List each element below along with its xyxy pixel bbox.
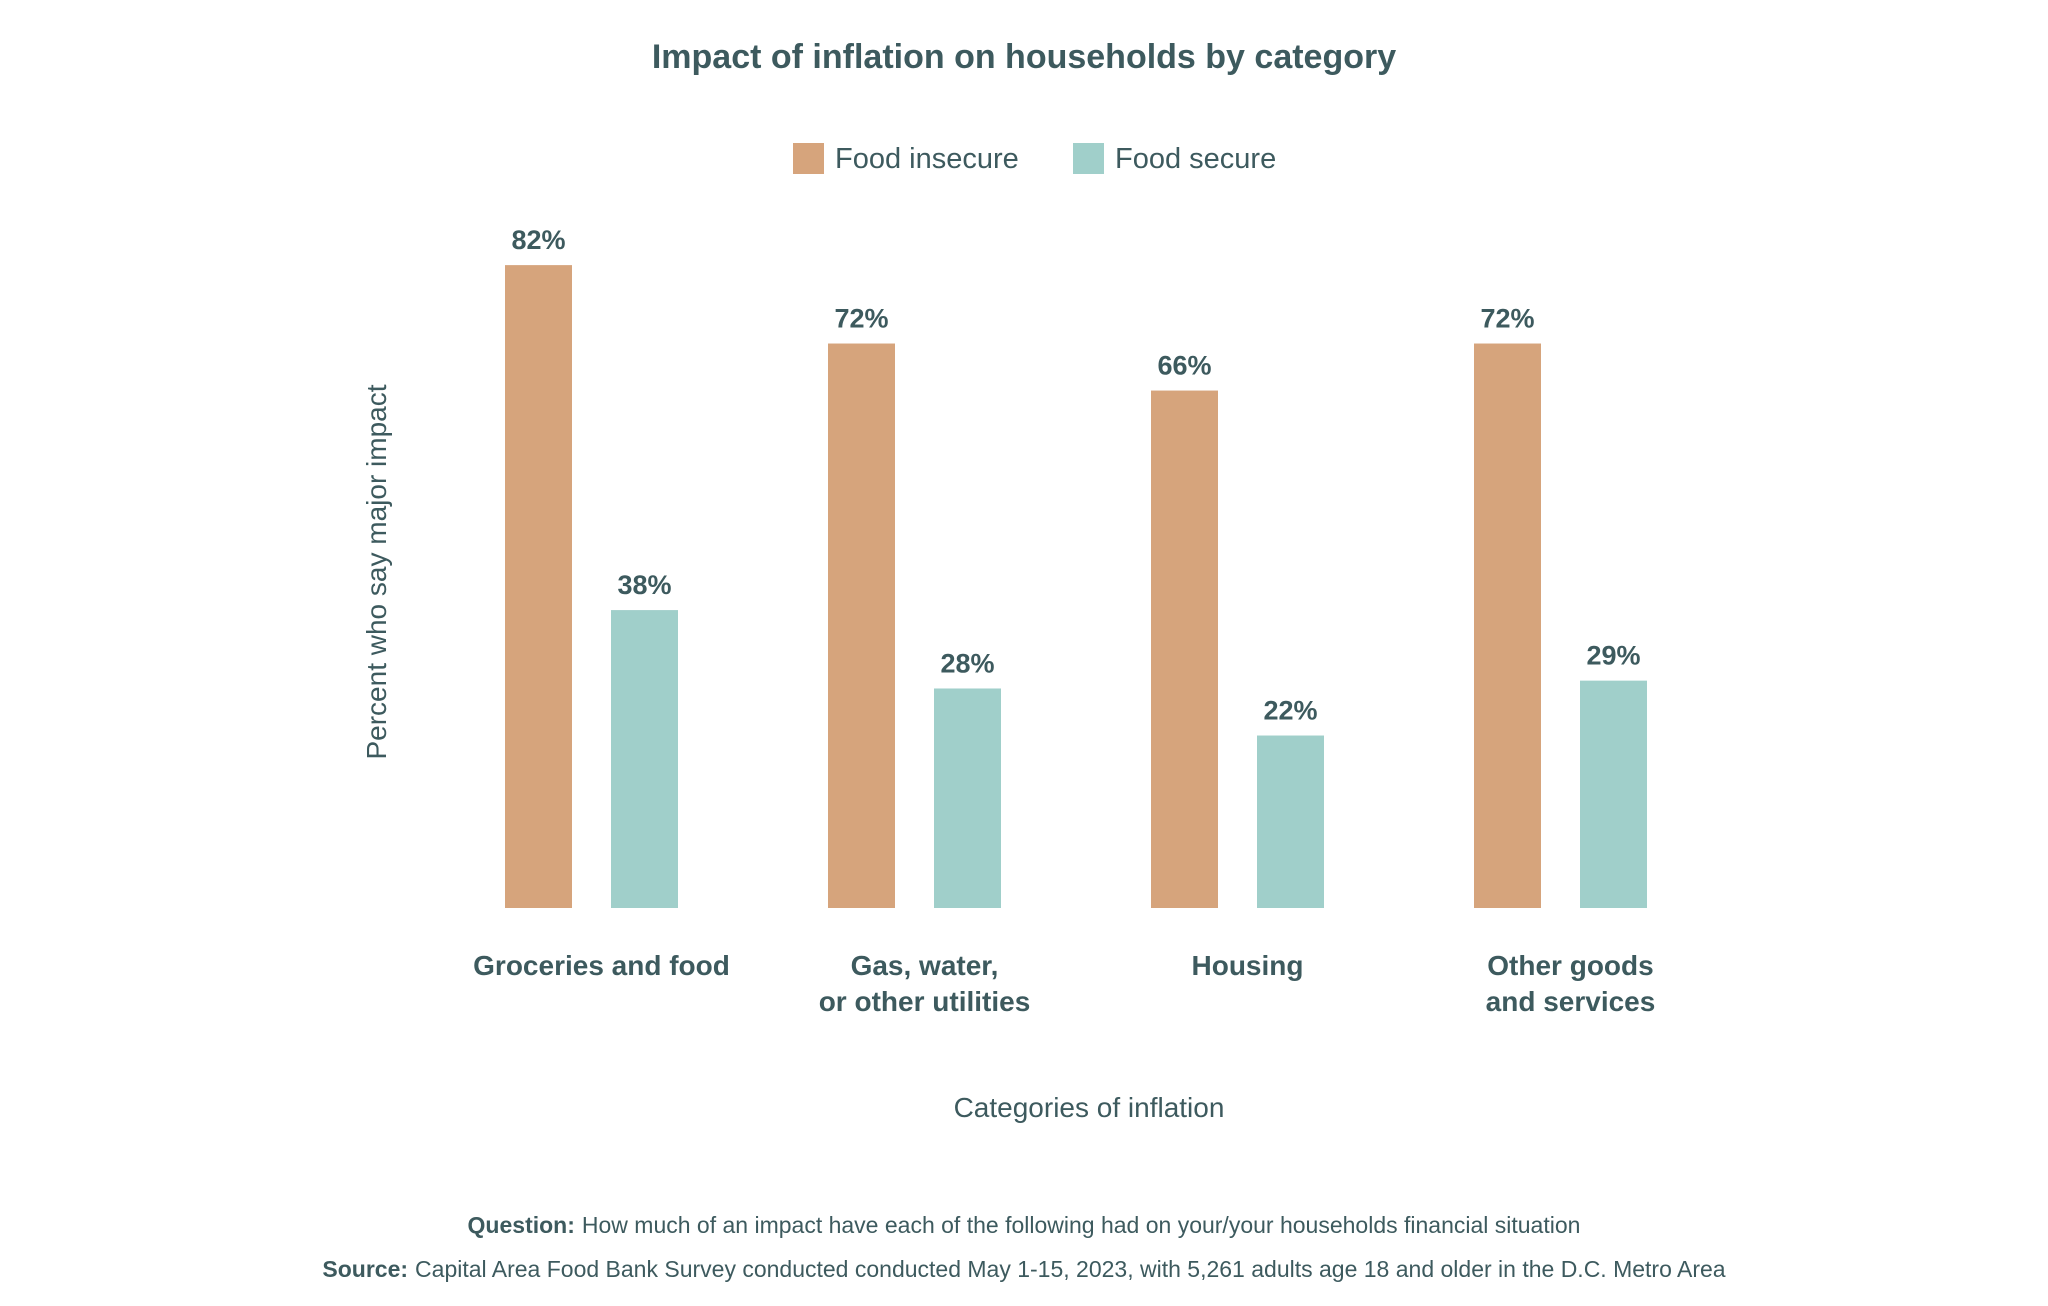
bar-food-insecure-2 — [1151, 390, 1218, 908]
value-label-0-2: 66% — [1157, 351, 1211, 381]
value-label-1-1: 28% — [940, 648, 994, 678]
bar-food-secure-0 — [611, 610, 678, 908]
legend-label: Food secure — [1115, 143, 1276, 175]
legend-label: Food insecure — [835, 143, 1019, 175]
legend-item-food-secure: Food secure — [1073, 143, 1276, 175]
bar-food-secure-3 — [1580, 680, 1647, 908]
category-label-2: Housing — [1192, 950, 1304, 981]
value-label-0-0: 82% — [511, 225, 565, 255]
category-label-3: Other goods and services — [1486, 950, 1656, 1017]
question-label: Question: — [468, 1212, 575, 1238]
value-label-0-1: 72% — [834, 304, 888, 334]
chart-title: Impact of inflation on households by cat… — [652, 38, 1396, 76]
legend-swatch — [1073, 143, 1104, 174]
source-text: Capital Area Food Bank Survey conducted … — [415, 1256, 1726, 1282]
question-text: How much of an impact have each of the f… — [582, 1212, 1581, 1238]
value-label-0-3: 72% — [1480, 304, 1534, 334]
value-labels: 82% 38% 72% 28% 66% 22% 72% 29% — [511, 225, 1640, 725]
bars — [505, 265, 1647, 908]
bar-food-insecure-0 — [505, 265, 572, 908]
value-label-1-0: 38% — [617, 570, 671, 600]
bar-food-secure-1 — [934, 688, 1001, 908]
y-axis-label: Percent who say major impact — [361, 384, 392, 759]
bar-food-insecure-1 — [828, 343, 895, 908]
category-label-1: Gas, water, or other utilities — [819, 950, 1031, 1017]
bar-food-secure-2 — [1257, 735, 1324, 908]
category-label-0: Groceries and food — [473, 950, 730, 981]
legend-item-food-insecure: Food insecure — [793, 143, 1019, 175]
x-axis-label: Categories of inflation — [954, 1092, 1225, 1123]
legend-swatch — [793, 143, 824, 174]
value-label-1-2: 22% — [1263, 696, 1317, 726]
value-label-1-3: 29% — [1586, 641, 1640, 671]
footer-question: Question: How much of an impact have each… — [468, 1212, 1581, 1238]
category-labels: Groceries and food Gas, water, or other ut… — [473, 950, 1655, 1017]
legend: Food insecure Food secure — [793, 143, 1276, 175]
footer-source: Source: Capital Area Food Bank Survey con… — [322, 1256, 1725, 1282]
bar-food-insecure-3 — [1474, 343, 1541, 908]
source-label: Source: — [322, 1256, 408, 1282]
